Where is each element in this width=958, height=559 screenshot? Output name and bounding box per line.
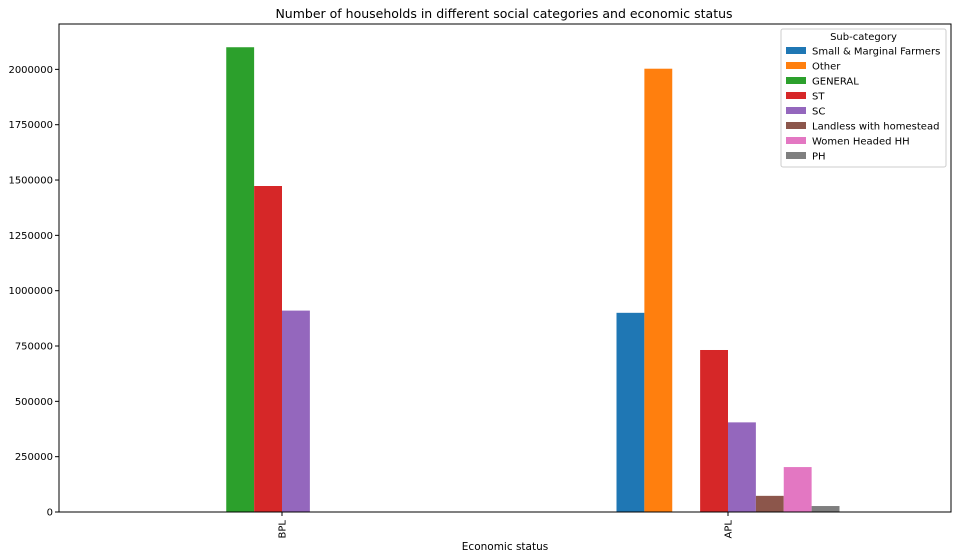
legend-label: Landless with homestead bbox=[812, 122, 939, 133]
y-tick-label: 250000 bbox=[15, 452, 53, 463]
legend-label: Women Headed HH bbox=[812, 137, 910, 148]
bar-apl-ph bbox=[811, 506, 840, 512]
bar-apl-other bbox=[644, 68, 673, 513]
bar-bpl-general bbox=[226, 47, 255, 512]
legend-swatch bbox=[786, 152, 806, 159]
bar-apl-small-marginal-farmers bbox=[616, 312, 645, 512]
legend-label: ST bbox=[812, 92, 825, 103]
y-tick-label: 500000 bbox=[15, 397, 53, 408]
legend-box bbox=[780, 28, 947, 168]
bar-apl-landless-with-homestead bbox=[755, 495, 784, 512]
bars bbox=[226, 47, 840, 513]
legend-label: Small & Marginal Farmers bbox=[812, 47, 940, 58]
bar-bpl-st bbox=[254, 186, 282, 512]
x-axis: BPL APL bbox=[278, 512, 735, 538]
legend-swatch bbox=[786, 77, 806, 84]
legend-swatch bbox=[786, 122, 806, 129]
y-axis: 0 250000 500000 750000 1000000 1250000 1500000… bbox=[8, 65, 59, 519]
x-tick-label: BPL bbox=[278, 520, 289, 539]
legend-swatch bbox=[786, 107, 806, 114]
x-axis-label: Economic status bbox=[462, 541, 548, 553]
legend: Sub-category Small & Marginal Farmers Othe… bbox=[780, 28, 947, 168]
y-tick-label: 0 bbox=[47, 508, 53, 519]
legend-swatch bbox=[786, 92, 806, 99]
y-tick-label: 1250000 bbox=[8, 231, 53, 242]
legend-swatch bbox=[786, 62, 806, 69]
bar-apl-sc bbox=[728, 422, 756, 512]
legend-label: GENERAL bbox=[812, 77, 859, 88]
legend-label: SC bbox=[812, 107, 825, 118]
legend-title: Sub-category bbox=[830, 32, 897, 43]
legend-swatch bbox=[786, 47, 806, 54]
y-tick-label: 750000 bbox=[15, 342, 53, 353]
legend-label: Other bbox=[812, 62, 841, 73]
legend-swatch bbox=[786, 137, 806, 144]
plot-frame bbox=[58, 23, 952, 513]
y-tick-label: 1750000 bbox=[8, 120, 53, 131]
legend-label: PH bbox=[812, 152, 826, 163]
bar-apl-st bbox=[700, 349, 728, 512]
y-tick-label: 1000000 bbox=[8, 286, 53, 297]
bar-apl-women-headed-hh bbox=[783, 467, 812, 512]
chart-title: Number of households in different social… bbox=[275, 6, 732, 21]
y-tick-label: 1500000 bbox=[8, 176, 53, 187]
y-tick-label: 2000000 bbox=[8, 65, 53, 76]
bar-bpl-sc bbox=[282, 310, 310, 512]
x-tick-label: APL bbox=[724, 520, 735, 539]
